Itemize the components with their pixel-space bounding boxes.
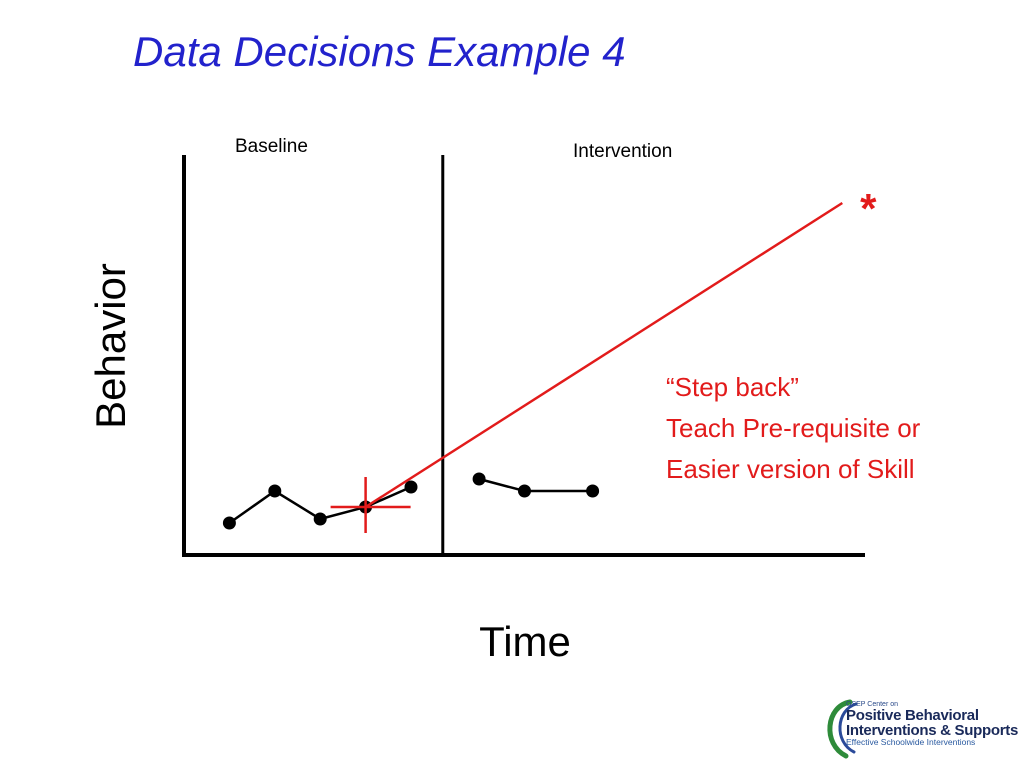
y-axis-label: Behavior	[87, 263, 134, 429]
annotation-line-2: Teach Pre-requisite or	[666, 413, 921, 443]
series-0-point-4	[404, 480, 418, 494]
x-axis-label: Time	[479, 618, 571, 665]
phase-label-baseline: Baseline	[235, 136, 308, 157]
logo-line-4: Effective Schoolwide Interventions	[846, 737, 976, 747]
slide-title: Data Decisions Example 4	[133, 28, 626, 75]
logo-line-1: OSEP Center on	[846, 701, 899, 708]
phase-label-intervention: Intervention	[573, 141, 672, 162]
logo-swoosh-icon	[827, 699, 858, 759]
series-1-point-2	[586, 484, 600, 498]
series-0-point-2	[313, 512, 327, 526]
annotation-line-1: “Step back”	[666, 372, 799, 402]
aimline-star-marker: *	[860, 185, 877, 232]
series-1-point-0	[472, 472, 486, 486]
logo-line-2: Positive Behavioral	[846, 707, 979, 724]
pbis-logo: OSEP Center on Positive Behavioral Inter…	[820, 698, 1018, 760]
series-1-point-1	[518, 484, 531, 498]
annotation-line-3: Easier version of Skill	[666, 454, 915, 484]
aimline	[364, 201, 843, 509]
series-1-line	[478, 477, 593, 493]
series-0-point-0	[222, 516, 236, 530]
series-0-point-1	[268, 484, 282, 498]
logo-text: OSEP Center on Positive Behavioral Inter…	[846, 701, 1018, 747]
logo-line-3: Interventions & Supports	[846, 722, 1018, 739]
